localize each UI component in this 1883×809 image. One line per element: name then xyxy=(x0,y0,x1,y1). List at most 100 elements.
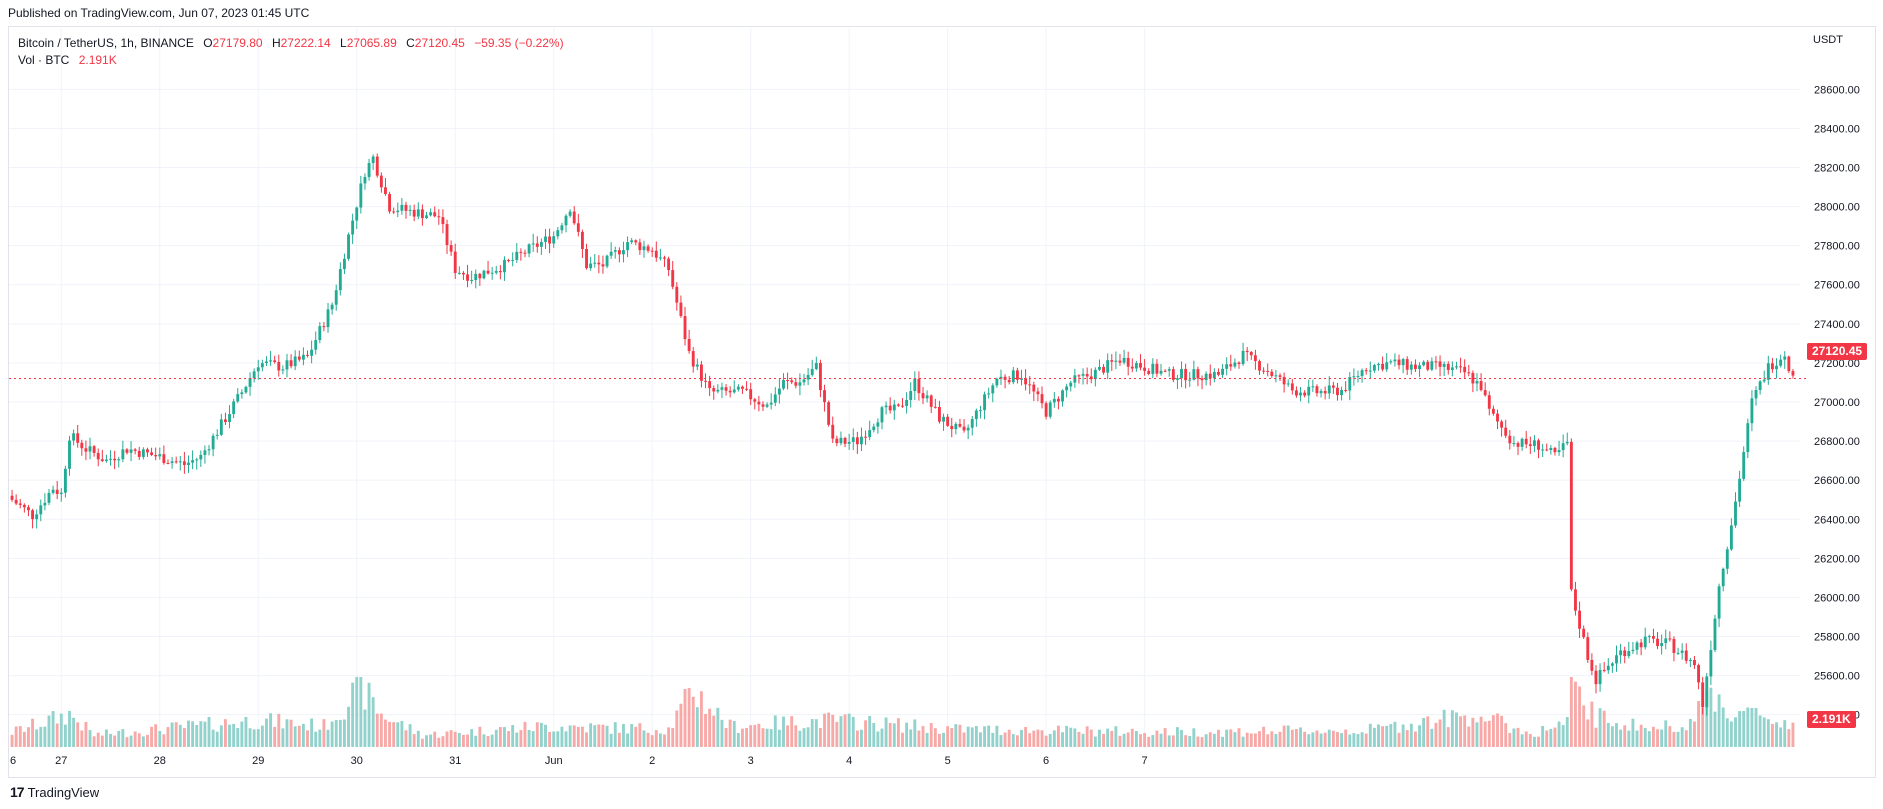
volume-bar xyxy=(1270,731,1274,747)
candle-body xyxy=(150,452,154,456)
volume-bar xyxy=(823,713,826,747)
candle-body xyxy=(223,419,227,422)
volume-bar xyxy=(720,719,724,747)
volume-bar xyxy=(769,729,773,747)
volume-bar xyxy=(318,729,322,747)
volume-bar xyxy=(1331,730,1335,747)
candle-body xyxy=(80,442,84,449)
candle-body xyxy=(896,404,900,406)
candle-body xyxy=(507,259,511,261)
candle-body xyxy=(109,458,112,460)
volume-bar xyxy=(1684,730,1688,747)
candle-body xyxy=(716,389,720,392)
candle-body xyxy=(728,390,732,393)
candle-body xyxy=(1413,364,1417,370)
volume-bar xyxy=(396,722,400,747)
candle-body xyxy=(1709,650,1713,677)
candle-body xyxy=(1697,665,1701,683)
candle-body xyxy=(1315,386,1319,394)
candle-body xyxy=(1020,378,1023,380)
close-value: 27120.45 xyxy=(414,36,465,50)
candle-body xyxy=(162,454,166,463)
volume-bar xyxy=(1524,731,1528,747)
volume-bar xyxy=(158,730,162,747)
volume-bar xyxy=(1697,701,1701,747)
close-label: C xyxy=(406,36,415,50)
candle-body xyxy=(1738,478,1742,502)
candle-body xyxy=(1717,586,1721,619)
candle-body xyxy=(1130,366,1134,369)
volume-bar xyxy=(1061,732,1064,747)
candle-body xyxy=(35,514,39,520)
volume-bar xyxy=(1574,681,1577,747)
candle-body xyxy=(18,503,22,505)
candle-body xyxy=(420,209,424,219)
volume-bar xyxy=(1520,734,1524,747)
volume-bar xyxy=(334,720,338,747)
x-tick-label: 27 xyxy=(55,755,67,767)
candle-body xyxy=(252,371,256,379)
candle-body xyxy=(117,459,121,461)
candle-body xyxy=(966,427,970,431)
volume-bar xyxy=(1192,728,1196,747)
candle-body xyxy=(113,458,117,461)
volume-bar xyxy=(1693,721,1696,747)
candle-body xyxy=(1286,383,1290,385)
volume-bar xyxy=(1003,732,1007,747)
candle-body xyxy=(1336,387,1339,396)
volume-bar xyxy=(773,715,777,747)
candle-body xyxy=(568,211,572,216)
volume-bar xyxy=(806,727,810,747)
volume-bar xyxy=(1344,729,1348,747)
volume-bar xyxy=(757,723,761,747)
volume-bar xyxy=(601,724,605,747)
candle-body xyxy=(732,389,736,393)
volume-bar xyxy=(1446,727,1450,747)
candle-body xyxy=(712,388,716,392)
volume-bar xyxy=(347,706,350,747)
volume-bar xyxy=(786,725,790,747)
volume-bar xyxy=(1668,726,1672,747)
volume-bar xyxy=(1746,707,1750,747)
candle-body xyxy=(1036,391,1040,395)
candle-body xyxy=(1693,659,1696,666)
volume-bar xyxy=(827,712,831,747)
chart-frame[interactable] xyxy=(8,26,1876,778)
volume-bar xyxy=(96,732,100,747)
volume-bar xyxy=(597,724,601,747)
candle-body xyxy=(96,452,100,460)
candle-body xyxy=(1044,403,1048,417)
volume-bar xyxy=(1081,733,1085,747)
candle-body xyxy=(1327,385,1331,394)
candle-body xyxy=(835,438,839,444)
volume-bar xyxy=(1294,729,1298,747)
volume-bar xyxy=(1044,735,1048,747)
price-unit-label: USDT xyxy=(1813,34,1843,46)
candle-body xyxy=(466,274,469,281)
candle-body xyxy=(1372,365,1376,371)
volume-bar xyxy=(802,728,806,747)
volume-bar xyxy=(18,726,22,747)
candle-body xyxy=(1734,501,1737,526)
candle-body xyxy=(1163,370,1167,372)
candle-body xyxy=(416,209,420,217)
volume-bar xyxy=(1705,691,1709,747)
volume-bar xyxy=(379,713,383,747)
candle-body xyxy=(314,340,318,350)
volume-bar xyxy=(178,724,182,747)
volume-bar xyxy=(223,719,227,747)
candle-body xyxy=(823,390,826,403)
tradingview-logo[interactable]: 17 TradingView xyxy=(10,784,99,800)
candle-body xyxy=(1319,390,1323,394)
y-tick-label: 28000.00 xyxy=(1814,202,1860,214)
candle-body xyxy=(1348,377,1352,391)
symbol-name: Bitcoin / TetherUS, 1h, BINANCE xyxy=(18,36,194,50)
volume-bar xyxy=(244,716,248,747)
volume-bar xyxy=(1167,735,1171,747)
candle-body xyxy=(1631,649,1635,652)
candle-body xyxy=(59,492,63,494)
candle-body xyxy=(330,304,334,310)
volume-bar xyxy=(864,720,868,747)
candle-body xyxy=(191,460,195,463)
